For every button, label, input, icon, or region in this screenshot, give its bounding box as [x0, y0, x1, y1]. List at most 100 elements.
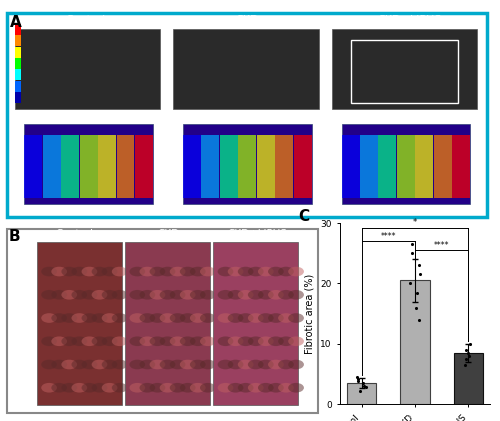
Circle shape — [52, 290, 67, 300]
Text: CKD: CKD — [236, 15, 259, 25]
Circle shape — [82, 290, 98, 300]
Point — [415, 316, 423, 323]
Circle shape — [228, 313, 244, 323]
Circle shape — [248, 267, 264, 276]
FancyBboxPatch shape — [14, 58, 20, 69]
Point — [408, 250, 416, 257]
Circle shape — [72, 383, 87, 392]
Point — [462, 346, 470, 353]
Circle shape — [248, 290, 264, 300]
FancyBboxPatch shape — [24, 124, 153, 204]
Circle shape — [278, 360, 294, 369]
Circle shape — [72, 290, 87, 300]
Circle shape — [170, 290, 186, 300]
Circle shape — [112, 313, 128, 323]
Circle shape — [160, 290, 176, 300]
Circle shape — [72, 313, 87, 323]
Circle shape — [140, 267, 156, 276]
Circle shape — [102, 313, 117, 323]
Circle shape — [268, 360, 284, 369]
Point — [356, 387, 364, 394]
Circle shape — [92, 383, 108, 392]
Circle shape — [112, 290, 128, 300]
FancyBboxPatch shape — [202, 135, 220, 198]
Text: B: B — [8, 229, 20, 244]
FancyBboxPatch shape — [14, 35, 20, 46]
Text: C: C — [298, 209, 309, 224]
Circle shape — [228, 360, 244, 369]
Circle shape — [150, 360, 166, 369]
Circle shape — [52, 360, 67, 369]
FancyBboxPatch shape — [275, 135, 293, 198]
Circle shape — [62, 360, 77, 369]
Circle shape — [258, 336, 274, 346]
Circle shape — [150, 267, 166, 276]
FancyBboxPatch shape — [183, 124, 312, 204]
Circle shape — [180, 313, 196, 323]
Circle shape — [180, 267, 196, 276]
Point — [353, 374, 361, 381]
FancyBboxPatch shape — [62, 135, 79, 198]
Circle shape — [248, 336, 264, 346]
FancyBboxPatch shape — [416, 135, 434, 198]
Circle shape — [278, 313, 294, 323]
Y-axis label: Fibrotic area (%): Fibrotic area (%) — [304, 274, 314, 354]
Circle shape — [200, 267, 216, 276]
Point — [464, 352, 472, 359]
Circle shape — [150, 336, 166, 346]
Circle shape — [258, 290, 274, 300]
Circle shape — [140, 313, 156, 323]
Circle shape — [160, 267, 176, 276]
Circle shape — [82, 336, 98, 346]
Circle shape — [92, 290, 108, 300]
Circle shape — [288, 360, 304, 369]
Circle shape — [190, 313, 206, 323]
Circle shape — [218, 336, 234, 346]
Circle shape — [102, 290, 117, 300]
Circle shape — [288, 336, 304, 346]
Circle shape — [200, 383, 216, 392]
FancyBboxPatch shape — [14, 24, 20, 35]
Circle shape — [228, 336, 244, 346]
Text: CKD+LIPUS: CKD+LIPUS — [227, 229, 287, 239]
FancyBboxPatch shape — [24, 135, 42, 198]
Circle shape — [102, 360, 117, 369]
Circle shape — [228, 383, 244, 392]
FancyBboxPatch shape — [14, 80, 20, 92]
Circle shape — [140, 383, 156, 392]
Circle shape — [170, 360, 186, 369]
Circle shape — [130, 290, 145, 300]
Circle shape — [130, 267, 145, 276]
Circle shape — [200, 336, 216, 346]
FancyBboxPatch shape — [14, 92, 20, 103]
Circle shape — [170, 336, 186, 346]
Circle shape — [92, 360, 108, 369]
Circle shape — [62, 336, 77, 346]
Circle shape — [288, 383, 304, 392]
Circle shape — [130, 360, 145, 369]
Text: Control: Control — [56, 229, 94, 239]
Circle shape — [41, 383, 57, 392]
Point — [412, 304, 420, 311]
FancyBboxPatch shape — [256, 135, 274, 198]
Point — [466, 341, 473, 347]
Circle shape — [170, 267, 186, 276]
FancyBboxPatch shape — [213, 242, 298, 405]
Circle shape — [52, 267, 67, 276]
Circle shape — [82, 267, 98, 276]
Circle shape — [52, 336, 67, 346]
FancyBboxPatch shape — [36, 242, 121, 405]
FancyBboxPatch shape — [124, 242, 210, 405]
Circle shape — [92, 313, 108, 323]
Circle shape — [218, 267, 234, 276]
Circle shape — [52, 313, 67, 323]
FancyBboxPatch shape — [183, 135, 201, 198]
FancyBboxPatch shape — [220, 135, 238, 198]
Text: CKD: CKD — [158, 229, 180, 239]
FancyBboxPatch shape — [342, 124, 470, 204]
Point — [414, 262, 422, 269]
Circle shape — [238, 336, 254, 346]
Point — [362, 384, 370, 391]
FancyBboxPatch shape — [14, 69, 20, 80]
Point — [354, 376, 362, 382]
